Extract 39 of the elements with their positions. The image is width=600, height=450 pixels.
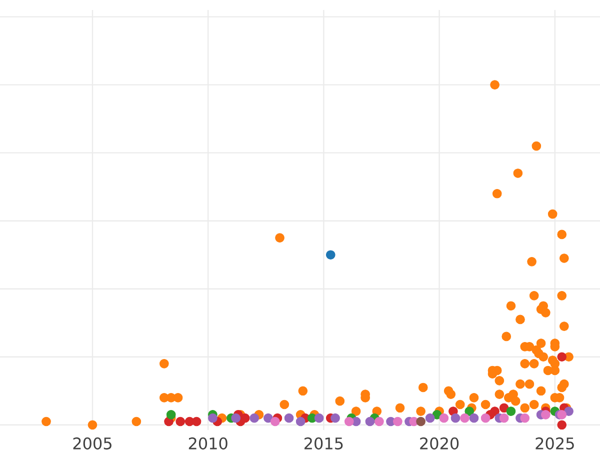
point bbox=[208, 413, 218, 423]
point bbox=[176, 416, 186, 426]
x-tick-label: 2025 bbox=[536, 437, 574, 450]
point bbox=[506, 406, 516, 416]
point bbox=[464, 406, 474, 416]
point bbox=[231, 413, 241, 423]
x-tick-label: 2015 bbox=[304, 437, 343, 450]
point bbox=[557, 420, 567, 430]
point bbox=[296, 416, 306, 426]
point bbox=[416, 416, 426, 426]
x-tick-label: 2005 bbox=[73, 437, 112, 450]
point bbox=[460, 413, 470, 423]
x-tick-label: 2010 bbox=[188, 437, 228, 450]
point bbox=[250, 413, 260, 423]
point bbox=[330, 413, 340, 423]
point bbox=[541, 410, 550, 420]
point bbox=[365, 416, 375, 426]
point bbox=[520, 413, 530, 423]
point bbox=[393, 416, 402, 426]
point bbox=[264, 413, 273, 423]
x-tick-label: 2020 bbox=[420, 437, 459, 450]
point bbox=[439, 413, 449, 423]
point bbox=[344, 416, 354, 426]
point bbox=[284, 413, 294, 423]
point bbox=[425, 413, 435, 423]
point bbox=[326, 250, 336, 260]
point bbox=[450, 413, 460, 423]
point bbox=[166, 410, 176, 420]
point bbox=[564, 406, 574, 416]
point bbox=[192, 416, 202, 426]
point bbox=[374, 416, 384, 426]
point bbox=[469, 413, 479, 423]
point bbox=[314, 413, 324, 423]
point bbox=[499, 413, 509, 423]
point bbox=[270, 416, 280, 426]
point bbox=[557, 352, 567, 362]
point bbox=[499, 403, 509, 413]
point bbox=[480, 413, 490, 423]
point bbox=[557, 410, 567, 420]
